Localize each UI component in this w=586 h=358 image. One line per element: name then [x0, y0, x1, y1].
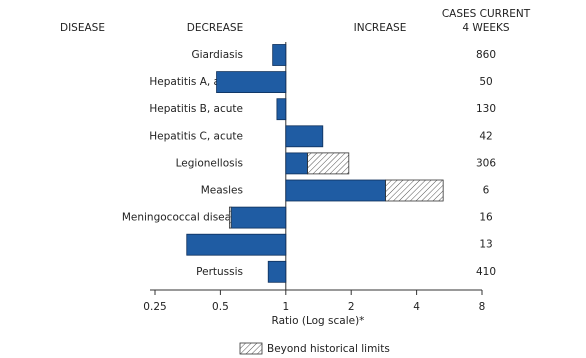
cases-value: 410	[476, 266, 496, 278]
bar	[230, 206, 287, 229]
header-cases: CASES CURRENT	[442, 8, 531, 20]
header-cases: 4 WEEKS	[462, 22, 510, 34]
cases-value: 16	[479, 212, 493, 224]
bar	[276, 98, 287, 121]
cases-value: 306	[476, 157, 496, 169]
category-label: Measles	[201, 185, 243, 197]
bar	[272, 44, 287, 66]
bar-beyond-limits	[228, 206, 232, 229]
cases-value: 130	[476, 103, 496, 115]
cases-value: 13	[479, 239, 492, 251]
cases-value: 860	[476, 49, 496, 61]
x-tick-label: 0.25	[143, 301, 166, 313]
x-axis-label: Ratio (Log scale)*	[272, 315, 365, 327]
x-tick-label: 4	[413, 301, 420, 313]
header-disease: DISEASE	[60, 22, 105, 34]
bar	[186, 233, 287, 256]
category-label: Giardiasis	[192, 49, 244, 61]
bar	[285, 179, 387, 202]
x-tick-label: 0.5	[212, 301, 229, 313]
header-decrease: DECREASE	[187, 22, 243, 34]
bar-beyond-limits	[385, 179, 444, 202]
cases-value: 50	[479, 76, 492, 88]
cases-value: 42	[479, 130, 492, 142]
category-label: Legionellosis	[176, 157, 243, 169]
legend-swatch	[239, 342, 263, 355]
header-increase: INCREASE	[354, 22, 407, 34]
bar	[285, 125, 324, 148]
bar	[285, 152, 309, 175]
x-tick-label: 1	[282, 301, 289, 313]
category-label: Hepatitis C, acute	[149, 130, 243, 142]
category-label: Pertussis	[196, 266, 243, 278]
bar	[267, 260, 287, 283]
bar	[216, 71, 287, 93]
legend-label: Beyond historical limits	[267, 343, 390, 355]
cases-value: 6	[483, 185, 490, 197]
x-tick-label: 2	[348, 301, 355, 313]
x-tick-label: 8	[479, 301, 486, 313]
category-label: Hepatitis B, acute	[149, 103, 243, 115]
category-label: Meningococcal disease	[122, 212, 243, 224]
bar-beyond-limits	[307, 152, 350, 175]
